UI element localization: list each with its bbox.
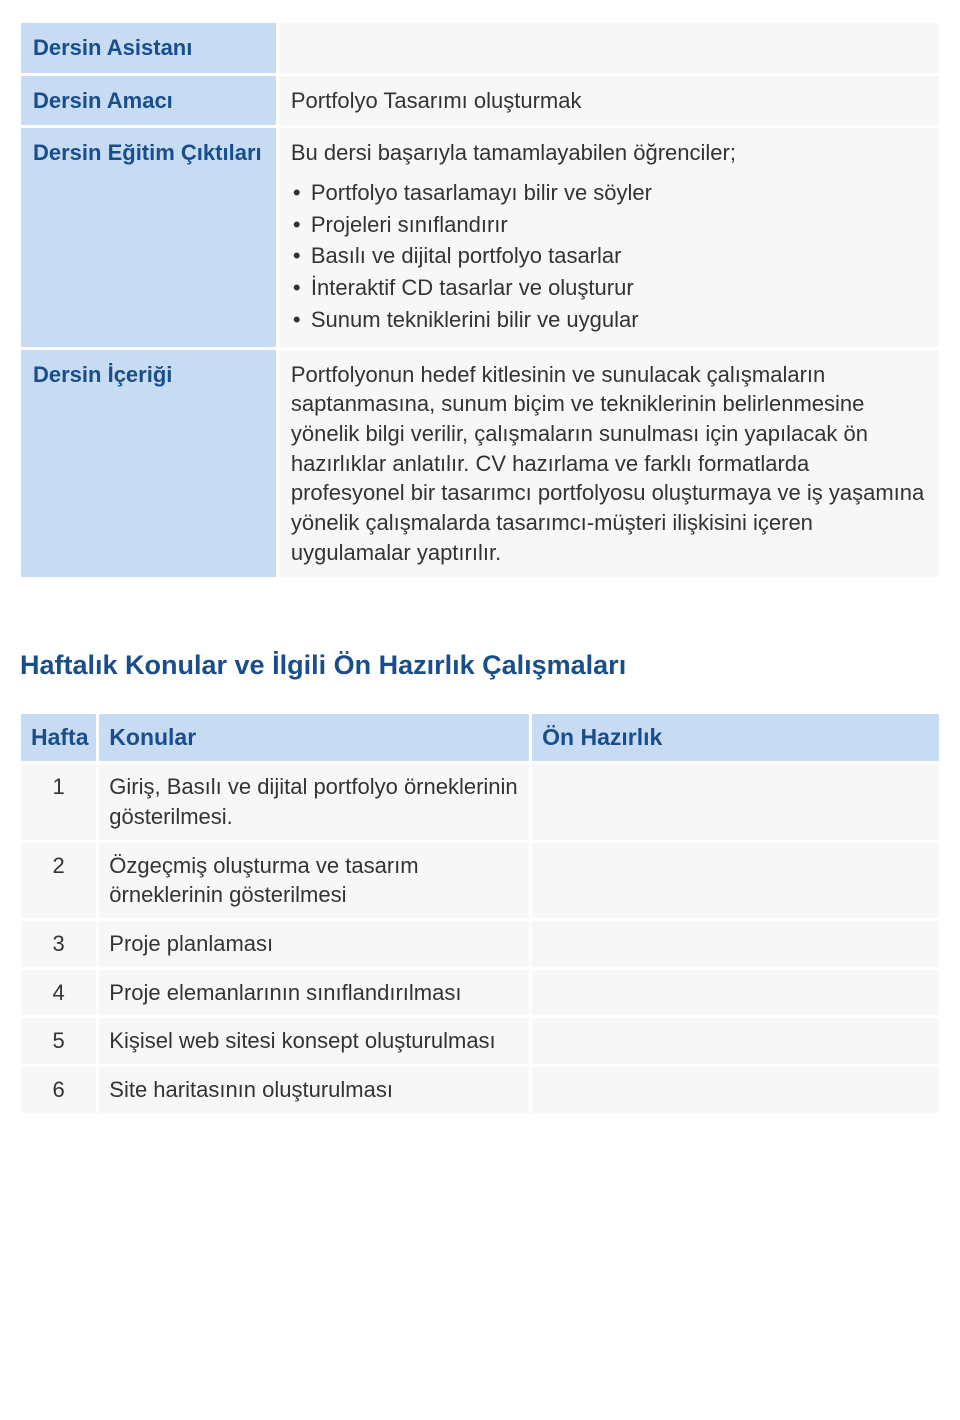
- info-row-outcomes: Dersin Eğitim Çıktıları Bu dersi başarıy…: [20, 127, 941, 348]
- week-number: 3: [20, 920, 98, 969]
- week-prep: [531, 968, 941, 1017]
- col-header-prep: Ön Hazırlık: [531, 713, 941, 763]
- info-label: Dersin Eğitim Çıktıları: [20, 127, 278, 348]
- weekly-row: 6 Site haritasının oluşturulması: [20, 1066, 941, 1115]
- week-prep: [531, 1017, 941, 1066]
- week-prep: [531, 1066, 941, 1115]
- info-row-assistant: Dersin Asistanı: [20, 22, 941, 75]
- weekly-row: 5 Kişisel web sitesi konsept oluşturulma…: [20, 1017, 941, 1066]
- week-topic: Kişisel web sitesi konsept oluşturulması: [98, 1017, 531, 1066]
- info-value: Bu dersi başarıyla tamamlayabilen öğrenc…: [277, 127, 940, 348]
- week-topic: Proje elemanlarının sınıflandırılması: [98, 968, 531, 1017]
- outcomes-list: Portfolyo tasarlamayı bilir ve söyler Pr…: [291, 178, 927, 334]
- info-row-content: Dersin İçeriği Portfolyonun hedef kitles…: [20, 348, 941, 579]
- week-prep: [531, 763, 941, 841]
- col-header-week: Hafta: [20, 713, 98, 763]
- info-label: Dersin İçeriği: [20, 348, 278, 579]
- week-number: 4: [20, 968, 98, 1017]
- week-number: 6: [20, 1066, 98, 1115]
- week-topic: Proje planlaması: [98, 920, 531, 969]
- outcome-item: İnteraktif CD tasarlar ve oluşturur: [291, 273, 927, 303]
- col-header-topic: Konular: [98, 713, 531, 763]
- outcome-item: Projeleri sınıflandırır: [291, 210, 927, 240]
- weekly-topics-table: Hafta Konular Ön Hazırlık 1 Giriş, Basıl…: [18, 711, 942, 1116]
- weekly-header-row: Hafta Konular Ön Hazırlık: [20, 713, 941, 763]
- weekly-section-heading: Haftalık Konular ve İlgili Ön Hazırlık Ç…: [20, 650, 942, 681]
- info-label: Dersin Amacı: [20, 74, 278, 127]
- week-topic: Giriş, Basılı ve dijital portfolyo örnek…: [98, 763, 531, 841]
- weekly-row: 2 Özgeçmiş oluşturma ve tasarım örnekler…: [20, 841, 941, 919]
- week-prep: [531, 841, 941, 919]
- week-topic: Özgeçmiş oluşturma ve tasarım örneklerin…: [98, 841, 531, 919]
- weekly-row: 1 Giriş, Basılı ve dijital portfolyo örn…: [20, 763, 941, 841]
- week-topic: Site haritasının oluşturulması: [98, 1066, 531, 1115]
- outcomes-intro: Bu dersi başarıyla tamamlayabilen öğrenc…: [291, 138, 927, 168]
- info-label: Dersin Asistanı: [20, 22, 278, 75]
- outcome-item: Basılı ve dijital portfolyo tasarlar: [291, 241, 927, 271]
- outcome-item: Portfolyo tasarlamayı bilir ve söyler: [291, 178, 927, 208]
- week-number: 5: [20, 1017, 98, 1066]
- info-value: Portfolyo Tasarımı oluşturmak: [277, 74, 940, 127]
- info-value: [277, 22, 940, 75]
- weekly-row: 3 Proje planlaması: [20, 920, 941, 969]
- week-number: 1: [20, 763, 98, 841]
- week-prep: [531, 920, 941, 969]
- info-value: Portfolyonun hedef kitlesinin ve sunulac…: [277, 348, 940, 579]
- week-number: 2: [20, 841, 98, 919]
- weekly-row: 4 Proje elemanlarının sınıflandırılması: [20, 968, 941, 1017]
- info-row-purpose: Dersin Amacı Portfolyo Tasarımı oluşturm…: [20, 74, 941, 127]
- outcome-item: Sunum tekniklerini bilir ve uygular: [291, 305, 927, 335]
- course-info-table: Dersin Asistanı Dersin Amacı Portfolyo T…: [18, 20, 942, 580]
